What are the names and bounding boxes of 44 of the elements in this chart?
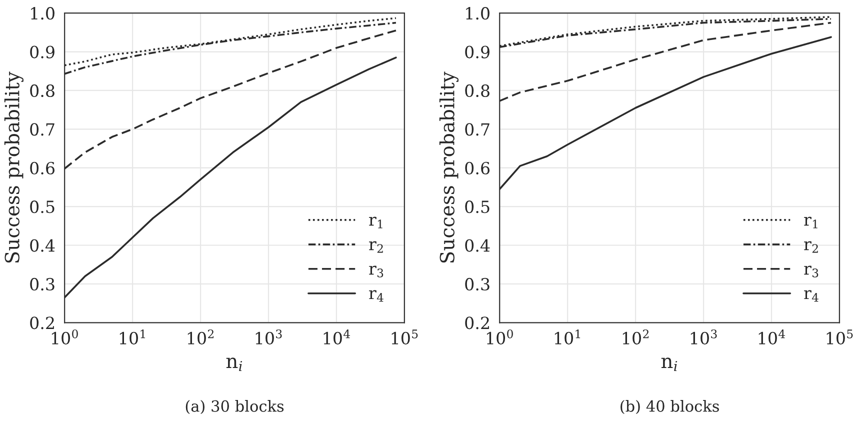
y-tick-label: 0.5 (30, 200, 54, 214)
x-tick-label: 10$^{1}$ (554, 330, 580, 344)
y-tick-label: 0.4 (465, 239, 490, 252)
x-tick-label: 10$^{1}$ (120, 330, 146, 344)
legend-label: r$_{2}$ (804, 241, 818, 253)
y-tick-label: 0.7 (465, 123, 490, 136)
y-tick-label: 0.6 (30, 162, 54, 174)
x-tick-label: 10$^{5}$ (392, 330, 418, 344)
x-axis-title: n$_{i}$ (226, 358, 242, 372)
y-tick-label: 0.2 (465, 316, 489, 330)
legend-label: r$_{1}$ (369, 216, 382, 228)
x-tick-label: 10$^{4}$ (324, 330, 350, 344)
y-tick-label: 0.4 (30, 239, 55, 252)
legend-label: r$_{3}$ (804, 266, 818, 278)
x-tick-label: 10$^{0}$ (52, 330, 78, 344)
y-tick-label: 0.9 (30, 46, 54, 58)
y-tick-label: 1.0 (466, 7, 490, 20)
legend-label: r$_{1}$ (804, 216, 818, 228)
y-tick-label: 0.2 (30, 316, 54, 330)
y-tick-label: 0.3 (30, 278, 54, 291)
y-axis-title: Success probability (439, 72, 459, 263)
y-tick-label: 0.7 (30, 123, 54, 136)
y-tick-label: 0.5 (465, 200, 490, 214)
x-tick-label: 10$^{5}$ (826, 330, 853, 344)
y-tick-label: 0.9 (465, 46, 490, 58)
y-tick-label: 1.0 (31, 7, 54, 20)
text: (b) 40 blocks (620, 400, 719, 414)
y-tick-label: 0.8 (30, 84, 54, 98)
text: (a) 30 blocks (186, 400, 284, 414)
legend-label: r$_{2}$ (369, 241, 383, 253)
y-tick-label: 0.6 (465, 162, 490, 174)
x-tick-label: 10$^{0}$ (486, 330, 513, 344)
x-tick-label: 10$^{3}$ (256, 330, 282, 344)
x-tick-label: 10$^{4}$ (758, 330, 786, 344)
y-tick-label: 0.8 (465, 84, 490, 98)
legend-label: r$_{4}$ (369, 290, 384, 302)
legend-label: r$_{4}$ (804, 290, 818, 302)
x-tick-label: 10$^{3}$ (690, 330, 717, 344)
y-tick-label: 0.3 (465, 278, 490, 291)
x-tick-label: 10$^{2}$ (188, 330, 214, 344)
legend-label: r$_{3}$ (369, 266, 384, 278)
y-axis-title: Success probability (4, 72, 24, 263)
x-tick-label: 10$^{2}$ (622, 330, 649, 344)
x-axis-title: n$_{i}$ (661, 358, 678, 372)
